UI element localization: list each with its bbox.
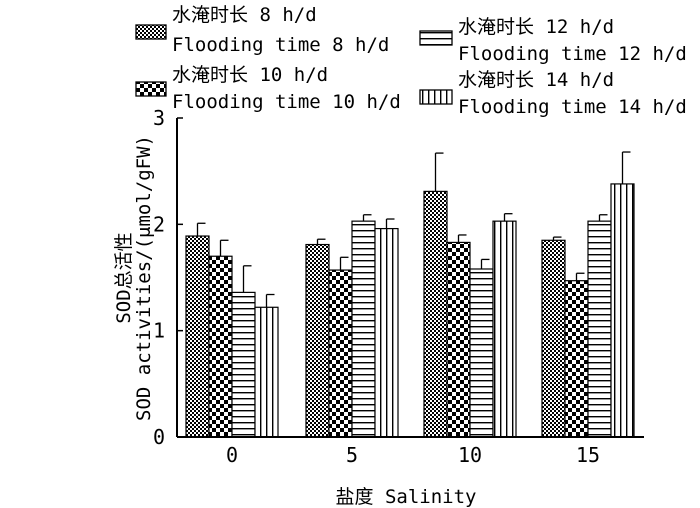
- bar: [328, 269, 353, 438]
- bar: [208, 255, 233, 438]
- bar: [423, 190, 448, 438]
- bar: [587, 220, 612, 438]
- bar: [610, 183, 635, 438]
- legend-label-cn-12h: 水淹时长 12 h/d: [458, 16, 614, 38]
- y-axis: 0 1 2 3: [153, 106, 183, 449]
- legend-item-10h: 水淹时长 10 h/d Flooding time 10 h/d: [135, 64, 401, 113]
- bar: [374, 227, 399, 438]
- bar: [564, 280, 589, 438]
- legend-label-en-12h: Flooding time 12 h/d: [458, 43, 687, 65]
- bar: [185, 235, 210, 438]
- bar: [541, 239, 566, 438]
- legend-label-en-8h: Flooding time 8 h/d: [172, 34, 389, 56]
- bar: [469, 268, 494, 438]
- x-tick-label: 0: [226, 443, 238, 467]
- legend-item-12h: 水淹时长 12 h/d Flooding time 12 h/d: [419, 16, 687, 65]
- legend-swatch-8h: [135, 24, 167, 40]
- y-tick-label: 1: [153, 319, 165, 343]
- legend-item-8h: 水淹时长 8 h/d Flooding time 8 h/d: [135, 4, 389, 56]
- y-axis-title-en: SOD activities/(μmol/gFW): [133, 135, 155, 421]
- legend-label-en-10h: Flooding time 10 h/d: [172, 91, 401, 113]
- y-tick-label: 0: [153, 425, 165, 449]
- legend: 水淹时长 8 h/d Flooding time 8 h/d 水淹时长 10 h…: [135, 4, 687, 118]
- legend-swatch-12h: [419, 30, 453, 46]
- bar: [254, 306, 279, 438]
- legend-label-cn-8h: 水淹时长 8 h/d: [172, 4, 317, 26]
- error-bars: [196, 151, 631, 308]
- legend-label-cn-10h: 水淹时长 10 h/d: [172, 64, 328, 86]
- x-axis: 0 5 10 15: [226, 443, 600, 467]
- y-axis-title-cn: SOD总活性: [113, 232, 135, 323]
- legend-swatch-10h: [135, 81, 167, 97]
- y-tick-label: 2: [153, 212, 165, 236]
- y-tick-label: 3: [153, 106, 165, 130]
- bar: [305, 243, 330, 438]
- bar: [231, 291, 256, 438]
- legend-label-cn-14h: 水淹时长 14 h/d: [458, 69, 614, 91]
- y-axis-title: SOD总活性 SOD activities/(μmol/gFW): [113, 135, 155, 421]
- bars: [185, 183, 635, 438]
- legend-item-14h: 水淹时长 14 h/d Flooding time 14 h/d: [419, 69, 687, 118]
- x-tick-label: 5: [346, 443, 358, 467]
- x-tick-label: 15: [576, 443, 600, 467]
- axis-lines: [176, 118, 644, 438]
- bar: [492, 220, 517, 438]
- x-tick-label: 10: [458, 443, 482, 467]
- bar: [351, 220, 376, 438]
- bar: [446, 241, 471, 438]
- legend-label-en-14h: Flooding time 14 h/d: [458, 96, 687, 118]
- x-axis-title: 盐度 Salinity: [336, 486, 477, 508]
- legend-swatch-14h: [419, 89, 453, 105]
